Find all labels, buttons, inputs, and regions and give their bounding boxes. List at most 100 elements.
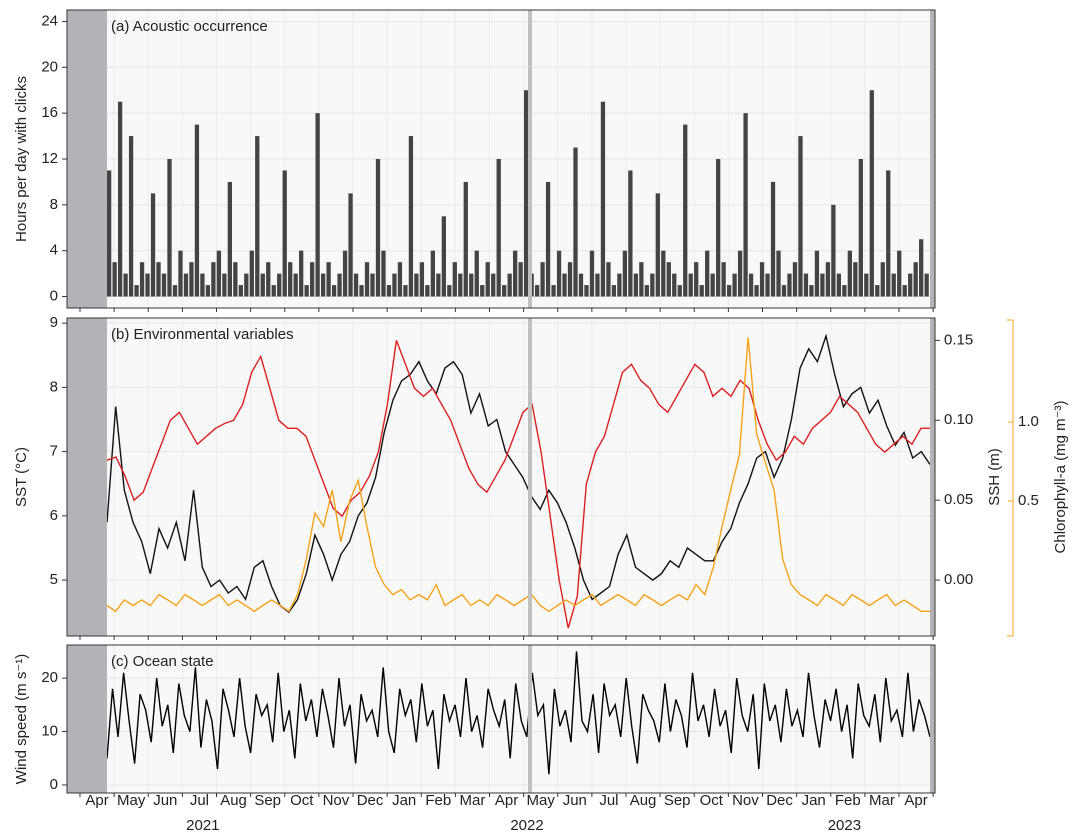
bar <box>743 113 748 297</box>
bar <box>249 250 254 297</box>
bar <box>271 285 276 297</box>
panel-frame <box>66 9 936 309</box>
bar <box>726 285 732 297</box>
bar <box>397 262 403 297</box>
gap-line <box>528 645 532 793</box>
bar <box>469 273 474 297</box>
bar <box>562 273 567 297</box>
bar <box>864 273 869 297</box>
bar <box>436 273 441 297</box>
x-tick-label: Feb <box>425 792 451 809</box>
bar <box>441 216 446 297</box>
bar <box>809 285 814 297</box>
x-tick-label: Dec <box>357 792 384 809</box>
panel-frame <box>66 644 936 794</box>
bar <box>403 285 408 297</box>
bar <box>518 262 523 297</box>
y-tick-label: 10 <box>41 723 58 740</box>
bar <box>178 250 183 297</box>
bar <box>825 262 831 297</box>
x-tick-label: Dec <box>766 792 793 809</box>
bar <box>787 273 792 297</box>
bar <box>304 285 309 297</box>
bar <box>886 170 891 297</box>
bar <box>759 262 765 297</box>
bar <box>513 250 518 297</box>
series-line <box>106 333 931 614</box>
bar <box>205 285 211 297</box>
bar <box>556 250 562 297</box>
bar <box>277 273 282 297</box>
bar <box>710 273 715 297</box>
x-tick-label: Aug <box>630 792 657 809</box>
bar <box>260 273 265 297</box>
bar <box>189 262 194 297</box>
bar <box>655 193 660 297</box>
bar <box>891 273 896 297</box>
bar <box>150 193 156 297</box>
y3-tick-label: 1.0 <box>1018 413 1039 430</box>
x-tick-label: Nov <box>732 792 759 809</box>
bar <box>842 285 847 297</box>
bar <box>683 124 688 297</box>
bar <box>573 147 578 297</box>
bar <box>716 159 721 297</box>
x-tick-label: Mar <box>869 792 895 809</box>
gap-shade <box>67 318 107 636</box>
bar <box>255 136 260 297</box>
year-label: 2021 <box>186 817 219 834</box>
bar <box>282 170 287 297</box>
panel-title: (c) Ocean state <box>111 653 214 670</box>
y2-tick-label: 0.10 <box>944 411 973 428</box>
bar <box>244 273 249 297</box>
bar <box>792 262 798 297</box>
bar <box>353 273 359 297</box>
bar <box>814 250 820 297</box>
panel-frame <box>66 317 936 637</box>
y-tick-label: 8 <box>50 196 58 213</box>
bar <box>364 262 370 297</box>
bar <box>644 285 649 297</box>
x-tick-label: Feb <box>835 792 861 809</box>
x-tick-label: Aug <box>220 792 247 809</box>
y3-axis-label: Chlorophyll-a (mg m⁻³) <box>1052 401 1069 554</box>
bar <box>222 273 227 297</box>
bar <box>299 250 304 297</box>
x-tick-label: Apr <box>495 792 518 809</box>
x-tick-label: May <box>117 792 146 809</box>
bar <box>107 170 112 297</box>
bar <box>337 273 342 297</box>
bar <box>463 181 468 297</box>
y-tick-label: 24 <box>41 12 58 29</box>
bar <box>540 262 545 297</box>
gap-shade <box>930 645 935 793</box>
bar <box>820 273 825 297</box>
bar <box>310 262 315 297</box>
bar <box>227 181 232 297</box>
bar <box>375 159 381 297</box>
bar <box>211 262 216 297</box>
bar <box>677 285 682 297</box>
y-axis-label: Hours per day with clicks <box>13 76 30 242</box>
bar <box>370 273 375 297</box>
x-tick-label: Oct <box>290 792 314 809</box>
bar <box>238 285 243 297</box>
bar <box>474 250 479 297</box>
bar <box>584 285 589 297</box>
bar <box>880 262 885 297</box>
bar <box>551 285 556 297</box>
bar <box>167 159 172 297</box>
series-line <box>106 340 930 629</box>
bar <box>408 136 414 297</box>
bar <box>765 273 770 297</box>
panel-background <box>67 318 935 636</box>
bar <box>480 285 485 297</box>
bar <box>902 285 907 297</box>
bar <box>688 273 693 297</box>
bar <box>381 250 386 297</box>
x-tick-label: Nov <box>323 792 350 809</box>
bar <box>924 273 929 297</box>
bar <box>392 273 397 297</box>
bar <box>183 273 189 297</box>
